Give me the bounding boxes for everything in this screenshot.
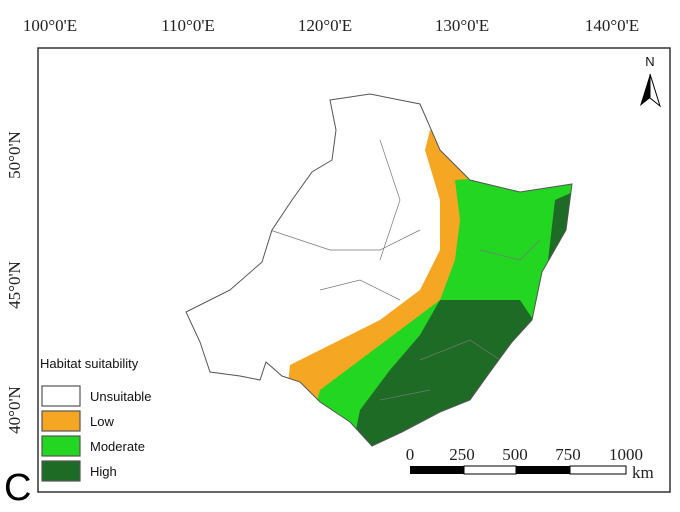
admin-borders xyxy=(269,139,541,401)
scale-label: 500 xyxy=(502,445,528,464)
north-label: N xyxy=(645,54,654,69)
latitude-label: 50°0'N xyxy=(5,131,24,179)
north-arrow: N xyxy=(640,54,661,108)
scale-label: 750 xyxy=(555,445,581,464)
longitude-label: 100°0'E xyxy=(23,16,77,35)
longitude-label: 140°0'E xyxy=(585,16,639,35)
region-outline xyxy=(185,93,573,447)
legend-label: High xyxy=(90,464,117,479)
legend-swatch xyxy=(41,435,81,457)
latitude-labels: 50°0'N 45°0'N 40°0'N xyxy=(5,131,24,434)
legend-label: Unsuitable xyxy=(90,389,151,404)
latitude-label: 40°0'N xyxy=(5,386,24,434)
scale-label: 0 xyxy=(406,445,415,464)
latitude-label: 45°0'N xyxy=(5,261,24,309)
panel-label: C xyxy=(4,467,31,509)
legend-swatch xyxy=(41,410,81,432)
legend: Habitat suitability Unsuitable Low Moderat… xyxy=(40,356,151,482)
scale-label: 250 xyxy=(449,445,475,464)
legend-title: Habitat suitability xyxy=(40,356,139,371)
legend-label: Moderate xyxy=(90,439,145,454)
longitude-label: 110°0'E xyxy=(161,16,215,35)
scale-label: 1000 xyxy=(609,445,643,464)
legend-label: Low xyxy=(90,414,114,429)
longitude-label: 120°0'E xyxy=(298,16,352,35)
legend-swatch xyxy=(41,460,81,482)
longitude-label: 130°0'E xyxy=(435,16,489,35)
scale-unit: km xyxy=(632,463,654,482)
longitude-labels: 100°0'E 110°0'E 120°0'E 130°0'E 140°0'E xyxy=(23,16,639,35)
legend-swatch xyxy=(41,385,81,407)
